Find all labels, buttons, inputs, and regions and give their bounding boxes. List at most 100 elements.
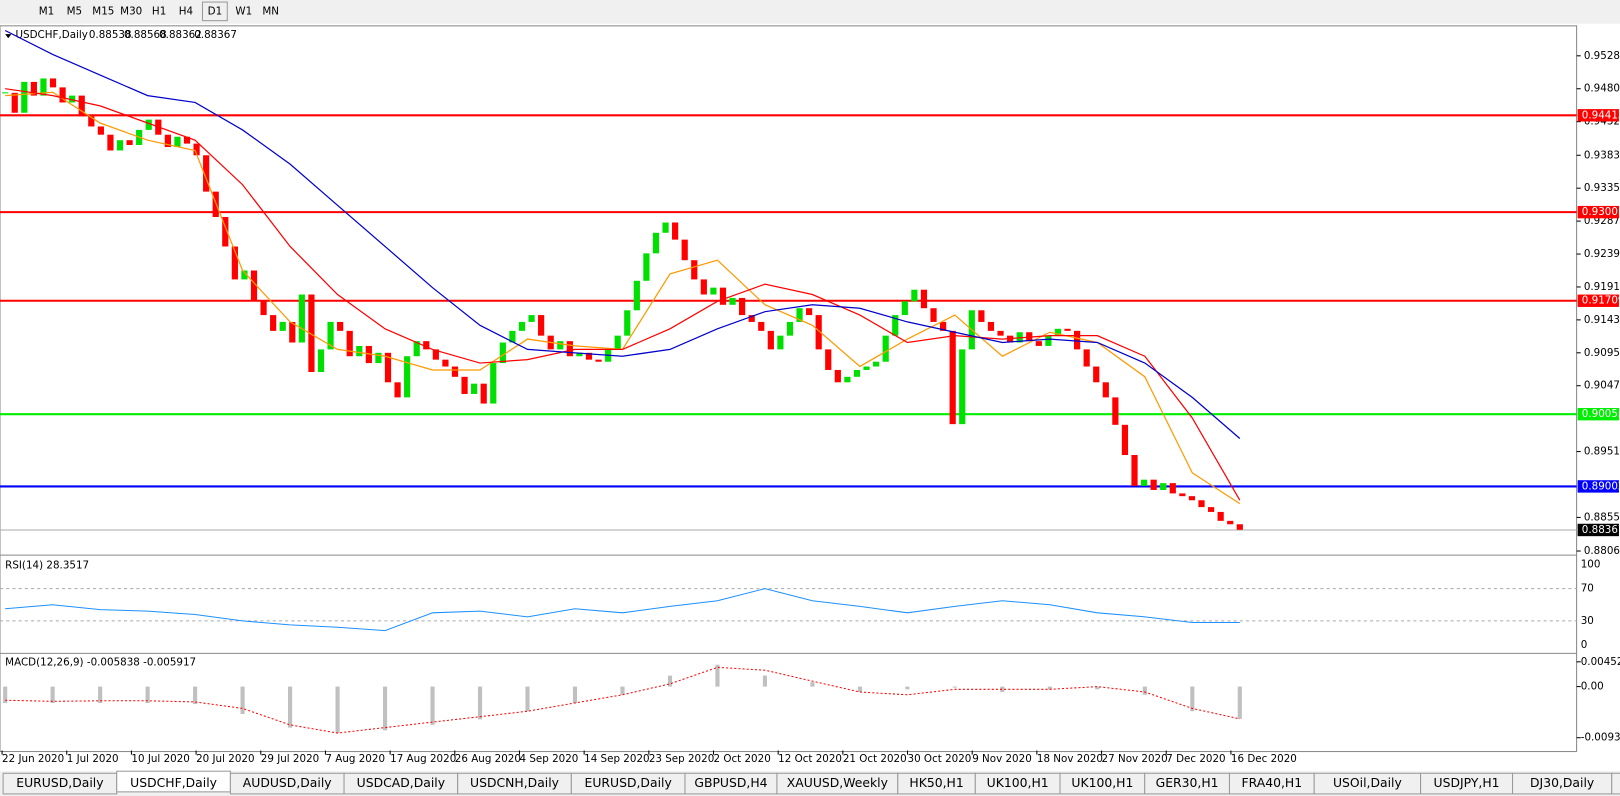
tab-label: USDCHF,Daily	[130, 775, 217, 790]
macd-bar	[50, 686, 55, 703]
level-label: 0.94413	[1582, 109, 1620, 121]
candle	[327, 321, 334, 350]
symbol-menu[interactable]	[5, 34, 12, 39]
candle	[317, 349, 325, 373]
candle	[1188, 496, 1196, 501]
candle	[1131, 454, 1138, 486]
candle	[183, 136, 191, 144]
candle	[346, 330, 353, 357]
candle	[959, 349, 966, 425]
candle	[59, 87, 66, 103]
tab-label: XAUUSD,Weekly	[787, 775, 888, 790]
macd-bar	[1190, 686, 1195, 712]
x-tick-label: 20 Jul 2020	[196, 753, 254, 765]
macd-tick-label: 0.004527	[1581, 656, 1620, 668]
candle	[69, 95, 76, 103]
x-tick-label: 9 Nov 2020	[972, 753, 1032, 765]
level-label: 0.93001	[1582, 206, 1620, 218]
candle	[490, 363, 497, 404]
macd-bar	[1000, 686, 1005, 693]
macd-bar	[3, 686, 8, 703]
rsi-tick-label: 100	[1581, 558, 1601, 570]
candle	[1207, 507, 1215, 512]
candle	[145, 119, 152, 130]
candle	[1112, 397, 1119, 425]
macd-bar	[335, 686, 340, 734]
timeframe-label: H4	[179, 5, 193, 17]
candle	[394, 382, 401, 398]
timeframe-button[interactable]	[201, 1, 228, 22]
candle	[815, 315, 822, 350]
candle	[987, 321, 995, 331]
candle	[337, 321, 344, 331]
x-tick-label: 17 Aug 2020	[390, 753, 456, 765]
candle	[901, 301, 908, 316]
macd-bar	[810, 682, 815, 687]
candle	[432, 349, 439, 360]
tab-label: UK100,H1	[1071, 775, 1133, 790]
x-tick-label: 29 Jul 2020	[261, 753, 319, 765]
candle	[844, 376, 851, 383]
candle	[892, 315, 899, 336]
last-price-tag	[1577, 523, 1619, 537]
candle	[1045, 335, 1052, 346]
rsi-tick-label: 30	[1581, 615, 1594, 627]
candle	[298, 294, 305, 343]
macd-bar	[620, 686, 625, 695]
macd-title: MACD(12,26,9) -0.005838 -0.005917	[5, 657, 196, 669]
candle	[748, 315, 755, 322]
candle	[442, 359, 449, 367]
x-tick-label: 7 Dec 2020	[1166, 753, 1225, 765]
macd-signal	[5, 666, 1240, 734]
candle	[413, 341, 420, 357]
x-tick-label: 1 Jul 2020	[67, 753, 119, 765]
candle	[672, 222, 679, 240]
candle	[1035, 341, 1042, 346]
candle	[978, 310, 985, 322]
candle	[710, 287, 717, 295]
x-tick-label: 14 Sep 2020	[584, 753, 649, 765]
candle	[691, 260, 698, 280]
macd-bar	[430, 686, 435, 725]
timeframe-label: M5	[67, 5, 82, 17]
candle	[231, 246, 238, 280]
candle	[499, 342, 506, 364]
x-tick-label: 22 Jun 2020	[2, 753, 64, 765]
candle	[528, 315, 535, 322]
ohlc-value: 0.88362	[159, 29, 202, 41]
tab[interactable]	[1611, 772, 1620, 795]
timeframe-label: M1	[39, 5, 54, 17]
tab-label: USDCAD,Daily	[357, 775, 445, 790]
candle	[21, 81, 28, 113]
candle	[729, 297, 736, 305]
candle	[538, 315, 545, 336]
macd-bar	[572, 686, 578, 703]
candle	[518, 321, 526, 331]
macd-bar	[525, 686, 530, 712]
timeframe-label: M15	[92, 5, 114, 17]
macd-bar	[240, 686, 245, 714]
macd-bar	[1095, 686, 1100, 690]
candle	[279, 321, 286, 331]
x-tick-label: 7 Aug 2020	[325, 753, 385, 765]
candle	[480, 383, 487, 404]
candle	[777, 335, 784, 350]
x-tick-label: 4 Sep 2020	[519, 753, 578, 765]
candle	[97, 126, 104, 135]
macd-tick-label: 0.00	[1581, 681, 1604, 693]
candle	[1064, 328, 1071, 331]
macd-bar	[952, 686, 957, 688]
candle	[796, 308, 803, 322]
candle	[614, 335, 621, 350]
candle	[116, 140, 124, 151]
candle	[1121, 424, 1129, 455]
timeframe-label: D1	[208, 5, 223, 17]
candle	[1198, 500, 1205, 508]
candle	[739, 297, 746, 316]
macd-bar	[193, 686, 198, 705]
